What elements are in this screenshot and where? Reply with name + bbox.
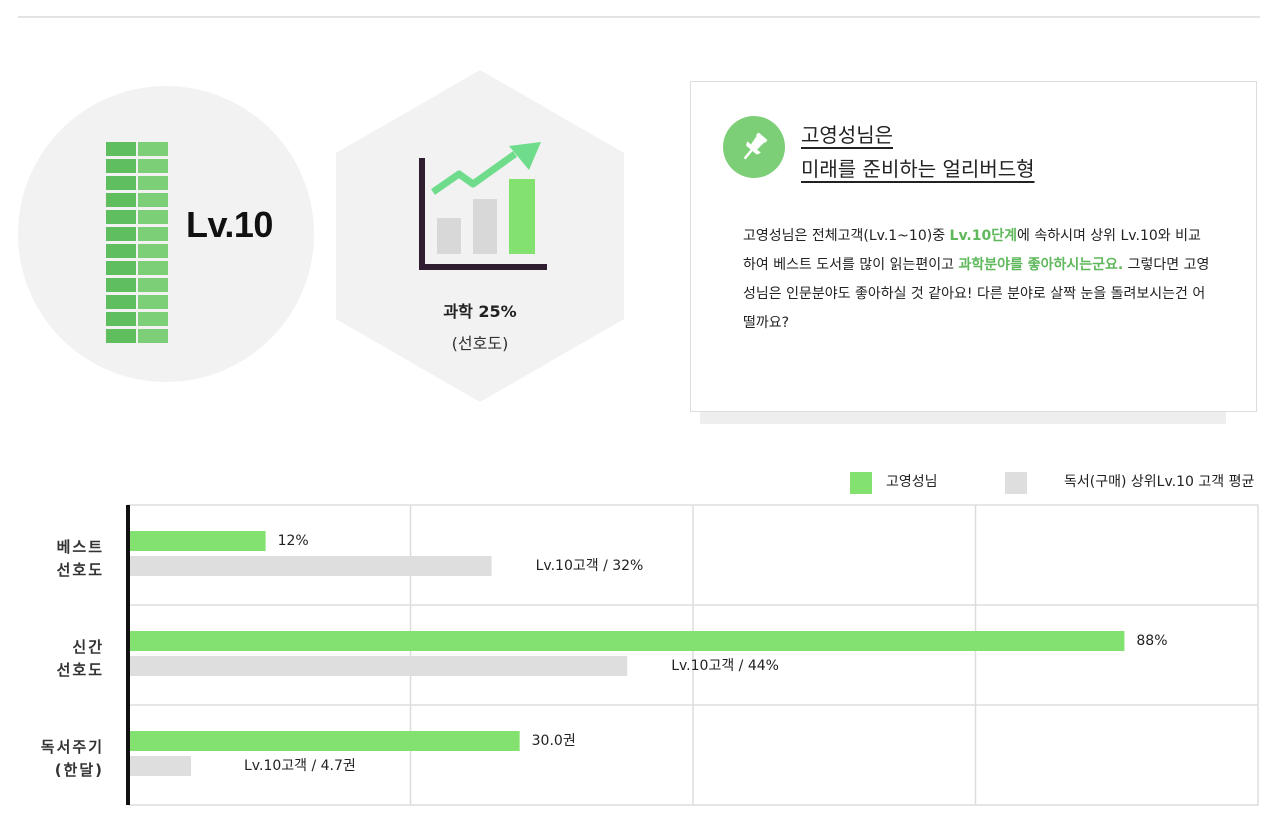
level-block xyxy=(106,227,168,241)
top-divider xyxy=(18,16,1260,18)
card-title-line2: 미래를 준비하는 얼리버드형 xyxy=(801,157,1035,181)
card-body-text-1: 고영성님은 전체고객(Lv.1~10)중 xyxy=(743,228,950,244)
category-label: 베스트 xyxy=(57,538,104,556)
level-block xyxy=(106,278,168,292)
legend-swatch-user xyxy=(850,472,872,494)
legend-label-average: 독서(구매) 상위Lv.10 고객 평균 xyxy=(1064,474,1255,490)
preference-note: (선호도) xyxy=(451,334,509,353)
data-label-average: Lv.10고객 / 4.7권 xyxy=(244,758,356,774)
card-highlight-category: 과학분야를 좋아하시는군요. xyxy=(958,257,1124,273)
level-label: Lv.10 xyxy=(186,204,273,245)
card-title-line1: 고영성님은 xyxy=(801,123,893,147)
level-circle: Lv.10 xyxy=(18,86,314,382)
preference-hexagon: 과학 25% (선호도) xyxy=(336,70,624,402)
category-label: 신간 xyxy=(72,638,104,656)
bar-user xyxy=(130,531,266,551)
legend-swatch-average xyxy=(1005,472,1027,494)
pin-icon xyxy=(723,116,785,178)
level-block xyxy=(106,329,168,343)
growth-chart-icon xyxy=(419,142,547,270)
bar-user xyxy=(130,731,520,751)
bar-average xyxy=(130,656,628,676)
bar-average xyxy=(130,756,192,776)
data-label-average: Lv.10고객 / 32% xyxy=(536,558,644,574)
card-highlight-level: Lv.10단계 xyxy=(949,228,1017,244)
info-card: 고영성님은 미래를 준비하는 얼리버드형 고영성님은 전체고객(Lv.1~10)… xyxy=(690,81,1257,412)
level-block xyxy=(106,312,168,326)
category-label: 선호도 xyxy=(57,661,104,679)
card-body: 고영성님은 전체고객(Lv.1~10)중 Lv.10단계에 속하시며 상위 Lv… xyxy=(743,222,1213,338)
data-label-user: 30.0권 xyxy=(532,733,576,749)
legend-label-user: 고영성님 xyxy=(886,474,938,490)
level-stack-icon xyxy=(106,142,168,346)
data-label-average: Lv.10고객 / 44% xyxy=(671,658,779,674)
card-body-text-3: 그렇다면 고영성님은 인문분야도 좋아하실 것 같아요! 다른 분야로 살짝 눈… xyxy=(743,257,1210,331)
category-label: 선호도 xyxy=(57,561,104,579)
level-block xyxy=(106,210,168,224)
level-block xyxy=(106,142,168,156)
category-label: (한달) xyxy=(55,761,104,779)
data-label-user: 88% xyxy=(1136,633,1167,649)
card-title: 고영성님은 미래를 준비하는 얼리버드형 xyxy=(801,118,1035,186)
level-block xyxy=(106,244,168,258)
level-block xyxy=(106,159,168,173)
level-block xyxy=(106,193,168,207)
card-body-text-2: 에 속하시며 상위 Lv.10와 비교하여 베스트 도서를 많이 읽는편이고 xyxy=(743,228,1201,273)
level-block xyxy=(106,261,168,275)
level-block xyxy=(106,295,168,309)
preference-category: 과학 25% xyxy=(443,302,517,321)
data-label-user: 12% xyxy=(278,533,309,549)
bar-user xyxy=(130,631,1125,651)
bar-average xyxy=(130,556,492,576)
category-label: 독서주기 xyxy=(41,738,104,756)
level-block xyxy=(106,176,168,190)
